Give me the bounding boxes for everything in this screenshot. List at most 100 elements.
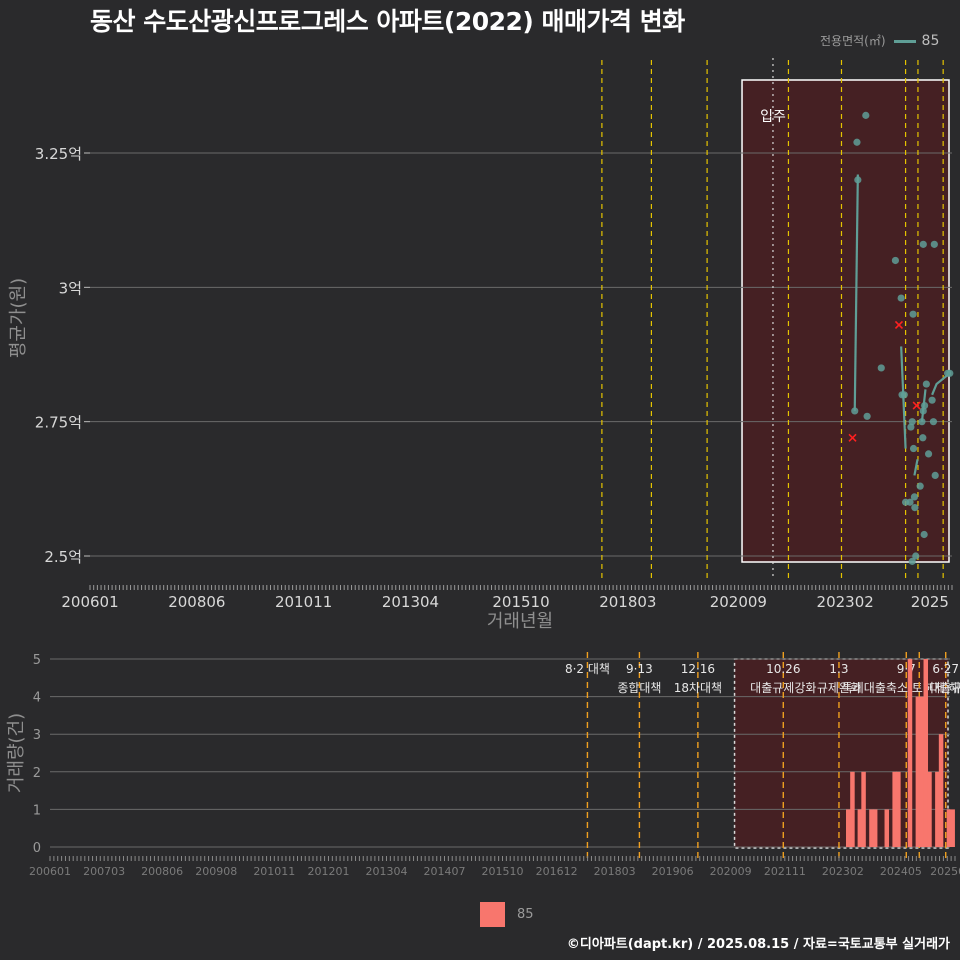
volume-bar: [861, 771, 866, 847]
x-tick-label-bottom: 200601: [29, 865, 71, 878]
volume-bar: [850, 771, 855, 847]
x-tick-label-bottom: 201201: [307, 865, 349, 878]
volume-bar: [946, 809, 952, 847]
move-in-label: 입주: [760, 109, 786, 125]
data-point: [907, 423, 915, 431]
legend-line-swatch: [893, 40, 916, 43]
x-marker: [912, 401, 921, 410]
data-point: [928, 396, 936, 404]
series-line-segment: [913, 459, 919, 476]
data-point: [891, 256, 900, 265]
y-tick-label-bottom: 2: [33, 766, 41, 781]
data-point: [924, 450, 933, 458]
policy-label: 9·13: [626, 662, 653, 676]
x-tick-label-bottom: 200806: [141, 865, 183, 878]
data-point: [908, 418, 916, 426]
legend-top-value: 85: [921, 33, 940, 49]
x-tick-label-bottom: 202009: [710, 865, 752, 878]
volume-bar: [896, 771, 901, 847]
policy-label-sub: 규제완화: [817, 681, 861, 695]
data-point: [916, 482, 924, 490]
x-tick-label-bottom: 202302: [822, 865, 864, 878]
x-tick-label-bottom: 201304: [365, 865, 407, 878]
y-tick-label: 2.5억: [44, 548, 82, 566]
x-tick-label: 202302: [817, 593, 874, 611]
volume-bar: [915, 696, 921, 847]
data-point: [912, 552, 920, 560]
data-point: [900, 391, 908, 399]
legend-bar-swatch: [480, 902, 505, 927]
policy-label: 9·7: [897, 662, 916, 676]
policy-label: 1.3: [829, 662, 848, 676]
policy-label: 12·16: [681, 662, 715, 676]
x-tick-label: 201803: [599, 593, 656, 611]
data-point: [851, 407, 859, 415]
volume-bar: [919, 696, 924, 847]
x-marker-stroke: [848, 433, 857, 442]
data-point: [862, 111, 870, 119]
x-marker-stroke: [894, 320, 904, 330]
y-tick-label-bottom: 0: [33, 841, 41, 856]
x-tick-label-bottom: 201906: [652, 865, 694, 878]
data-point: [919, 434, 927, 442]
policy-label-sub: 종합대책: [617, 680, 661, 695]
data-point: [877, 364, 885, 372]
x-tick-label-bottom: 200908: [195, 865, 237, 878]
data-point: [930, 240, 938, 248]
x-tick-label-bottom: 201510: [482, 865, 524, 878]
data-point: [922, 380, 930, 388]
price-chart: 2.5억 2.75억 3억 3.25억 입주 200601 200806 201011 2013…: [8, 58, 954, 632]
data-point: [929, 418, 938, 426]
legend-bottom: 85: [480, 902, 534, 927]
data-point: [906, 498, 914, 506]
y-tick-label: 2.75억: [35, 414, 82, 432]
y-tick-label: 3.25억: [35, 145, 82, 163]
data-point: [919, 407, 927, 415]
data-point: [853, 138, 861, 146]
x-tick-label-bottom: 201011: [253, 865, 295, 878]
volume-bar: [938, 734, 944, 847]
highlight-region-bottom: [733, 658, 949, 849]
volume-bar: [950, 809, 955, 847]
data-point: [909, 444, 918, 453]
policy-label-sub: 특례대출축소 토허제 해제: [842, 681, 960, 695]
x-marker-stroke: [912, 401, 921, 410]
x-tick-label-bottom: 202111: [764, 865, 806, 878]
y-tick-label-bottom: 3: [33, 728, 41, 743]
x-tick-label-bottom: 202506: [930, 865, 960, 878]
volume-bar: [869, 809, 874, 847]
x-tick-label: 202009: [710, 593, 767, 611]
data-point: [918, 418, 926, 426]
x-tick-label-bottom: 200703: [83, 865, 125, 878]
policy-label-sub: 대출규제강화: [750, 681, 816, 695]
y-tick-label-bottom: 1: [33, 803, 41, 818]
x-tick-label-bottom: 201407: [423, 865, 465, 878]
legend-bottom-value: 85: [517, 907, 534, 922]
data-point: [919, 240, 927, 248]
policy-label: 10.26: [766, 662, 800, 676]
y-tick-label-bottom: 4: [33, 691, 41, 706]
data-point: [946, 369, 954, 377]
volume-bar: [857, 809, 863, 847]
x-axis-title: 거래년월: [487, 611, 553, 632]
volume-bar: [923, 659, 929, 847]
data-point: [911, 504, 919, 512]
x-marker: [894, 320, 904, 330]
volume-bar: [892, 771, 897, 847]
x-marker: [848, 433, 857, 442]
legend-top-label: 전용면적(㎡): [820, 34, 886, 48]
x-tick-label: 201304: [382, 593, 439, 611]
volume-bar: [846, 809, 851, 847]
x-tick-label: 200806: [168, 593, 225, 611]
volume-bar: [872, 809, 878, 847]
legend-top: 전용면적(㎡) 85: [820, 32, 939, 49]
x-tick-label: 200601: [61, 593, 118, 611]
x-tick-label: 201011: [275, 593, 332, 611]
y-tick-label-bottom: 5: [33, 653, 41, 668]
policy-label: 6·27: [932, 662, 959, 676]
source-footer: ©디아파트(dapt.kr) / 2025.08.15 / 자료=국토교통부 실…: [566, 937, 950, 952]
x-tick-label: 201510: [492, 593, 549, 611]
volume-bar: [935, 771, 940, 847]
highlight-region: [741, 79, 950, 563]
